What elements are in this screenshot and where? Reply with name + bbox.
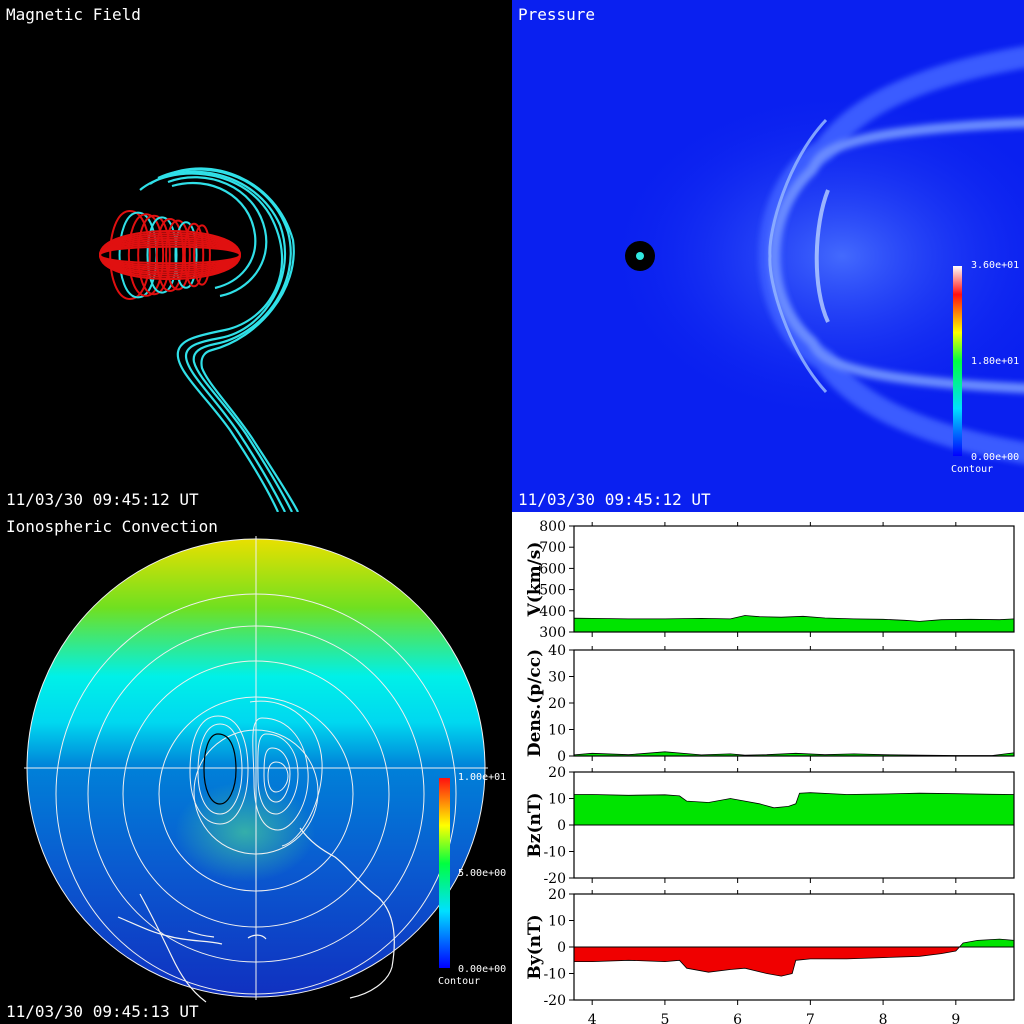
- crosshair: [24, 536, 488, 1000]
- colorbar-caption: Contour: [951, 464, 993, 475]
- y-tick-label: 10: [548, 792, 566, 808]
- colorbar-mid-label: 1.80e+01: [971, 356, 1019, 367]
- colorbar-max-label: 3.60e+01: [971, 260, 1019, 271]
- plot-frame: [573, 649, 1015, 757]
- dipole-field-line: [137, 214, 171, 296]
- y-tick-label: 0: [557, 940, 566, 956]
- colorbar-max-label: 1.00e+01: [458, 772, 506, 783]
- timeseries-plots: 300400500600700800V(km/s)010203040Dens.(…: [525, 519, 1015, 1024]
- dipole-field-line: [109, 209, 151, 301]
- y-tick-label: 20: [548, 887, 566, 903]
- y-tick-label: 300: [539, 625, 566, 641]
- colorbar-min-label: 0.00e+00: [971, 452, 1019, 463]
- y-tick-label: 20: [548, 765, 566, 781]
- y-axis-label: By(nT): [525, 914, 545, 979]
- y-axis-label: Bz(nT): [525, 792, 545, 857]
- timeseries-chart: 300 400 500 600 700 800 V(km/s): [525, 519, 1015, 641]
- positive-area: [958, 938, 1015, 948]
- inner-sheath: [769, 117, 1024, 394]
- x-tick-label: 4: [588, 1012, 597, 1024]
- solar-wind-timeseries-panel: 300 400 500 600 700 800 V(km/s) 0 10 20 30 40 Dens.(…: [512, 512, 1024, 1024]
- y-axis-label: V(km/s): [525, 542, 545, 618]
- timestamp: 11/03/30 09:45:12 UT: [518, 490, 711, 509]
- auroral-spot: [175, 782, 315, 882]
- positive-area: [573, 751, 1015, 757]
- colorbar-min-label: 0.00e+00: [458, 964, 506, 975]
- x-tick-label: 6: [733, 1012, 742, 1024]
- open-field-line: [149, 170, 286, 512]
- x-tick-label: 8: [879, 1012, 888, 1024]
- ionosphere-render: 1.00e+01 5.00e+00 0.00e+00 Contour: [24, 536, 506, 1003]
- y-tick-label: -20: [543, 993, 566, 1009]
- closed-field-lines: [99, 209, 242, 301]
- pressure-colorbar: [953, 266, 962, 456]
- magnetopause: [814, 189, 830, 323]
- y-axis-label: Dens.(p/cc): [525, 649, 545, 757]
- open-field-line: [139, 172, 284, 512]
- timestamp: 11/03/30 09:45:12 UT: [6, 490, 199, 509]
- y-tick-label: -10: [543, 967, 566, 983]
- y-tick-label: 0: [557, 818, 566, 834]
- y-tick-label: 10: [548, 723, 566, 739]
- convection-cell-minimum: [203, 733, 237, 805]
- dipole-field-line: [99, 245, 242, 265]
- y-tick-label: -10: [543, 845, 566, 861]
- plot-frame: [573, 525, 1015, 633]
- y-tick-label: 30: [548, 670, 566, 686]
- colorbar-caption: Contour: [438, 976, 480, 987]
- y-tick-label: 800: [539, 519, 566, 535]
- y-tick-label: 40: [548, 643, 566, 659]
- magnetic-field-render: [99, 167, 299, 512]
- ionosphere-colorbar: [439, 778, 450, 968]
- x-tick-label: 9: [951, 1012, 960, 1024]
- y-tick-label: 10: [548, 914, 566, 930]
- y-tick-label: 0: [557, 749, 566, 765]
- magnetosheath-glow: [602, 86, 1024, 426]
- y-tick-label: 400: [539, 604, 566, 620]
- negative-area: [573, 946, 961, 977]
- coastlines: [117, 827, 395, 1003]
- y-tick-label: 20: [548, 696, 566, 712]
- open-field-line: [167, 176, 268, 298]
- colorbar-mid-label: 5.00e+00: [458, 868, 506, 879]
- ionospheric-convection-panel: 1.00e+01 5.00e+00 0.00e+00 Contour Ionos…: [0, 512, 512, 1024]
- panel-title: Magnetic Field: [6, 5, 141, 24]
- timestamp: 11/03/30 09:45:13 UT: [6, 1002, 199, 1021]
- y-tick-label: -20: [543, 871, 566, 887]
- panel-title: Pressure: [518, 5, 596, 24]
- dipole-field-line: [146, 216, 178, 294]
- magnetic-field-panel: Magnetic Field 11/03/30 09:45:12 UT: [0, 0, 512, 512]
- convection-contours-positive: [249, 700, 323, 847]
- x-tick-label: 5: [660, 1012, 669, 1024]
- open-field-line: [164, 167, 299, 512]
- y-tick-label: 600: [539, 561, 566, 577]
- y-tick-label: 500: [539, 583, 566, 599]
- pressure-render: 3.60e+01 1.80e+01 0.00e+00 Contour: [602, 46, 1024, 475]
- positive-area: [573, 792, 1015, 826]
- y-tick-label: 700: [539, 540, 566, 556]
- convection-contours-negative: [189, 715, 249, 825]
- timeseries-chart: -20 -10 0 10 20 4 5 6 7 8 9 By(nT): [525, 887, 1015, 1024]
- x-tick-label: 7: [806, 1012, 815, 1024]
- earth-core: [636, 252, 644, 260]
- positive-area: [573, 615, 1015, 633]
- open-field-lines: [139, 167, 299, 512]
- open-field-line: [171, 181, 257, 290]
- pressure-panel: 3.60e+01 1.80e+01 0.00e+00 Contour Press…: [512, 0, 1024, 512]
- bow-shock: [768, 118, 828, 394]
- panel-title: Ionospheric Convection: [6, 517, 218, 536]
